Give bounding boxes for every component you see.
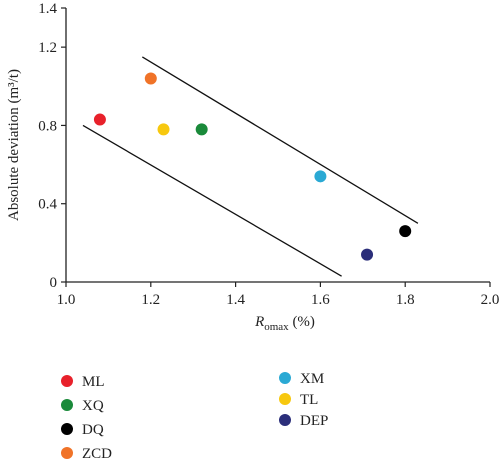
legend-label-xm: XM (300, 371, 324, 387)
legend-marker-zcd (61, 447, 73, 459)
y-tick-label: 0 (50, 275, 58, 291)
legend-marker-ml (61, 375, 73, 387)
upper-bound-line (141, 56, 419, 224)
legend-marker-xq (61, 399, 73, 411)
legend: ML XQ DQ ZCD XM TL DEP (61, 371, 328, 462)
x-tick-label: 1.2 (141, 292, 160, 308)
point-ml (93, 113, 106, 126)
legend-label-dq: DQ (82, 422, 104, 438)
legend-label-xq: XQ (82, 398, 104, 414)
y-tick-label: 1.2 (38, 40, 57, 56)
point-dq (399, 225, 412, 238)
point-tl (157, 123, 170, 136)
axes: 1.0 1.2 1.4 1.6 1.8 2.0 0 0.4 0.8 1.2 1.4 Absolute … (6, 1, 499, 333)
y-axis-title: Absolute deviation (m³/t) (6, 69, 22, 221)
point-zcd (144, 72, 157, 85)
x-tick-label: 1.0 (57, 292, 76, 308)
x-axis-title: Romax (%) (254, 314, 315, 333)
bound-lines (82, 56, 419, 277)
legend-label-dep: DEP (300, 413, 328, 429)
point-xm (314, 170, 327, 183)
x-tick-label: 1.6 (311, 292, 330, 308)
data-points (93, 72, 412, 261)
y-tick-label: 0.8 (38, 118, 57, 134)
legend-marker-dep (279, 414, 291, 426)
y-tick-label: 0.4 (38, 197, 57, 213)
x-tick-label: 1.4 (226, 292, 245, 308)
legend-marker-xm (279, 372, 291, 384)
point-xq (195, 123, 208, 136)
y-tick-label: 1.4 (38, 1, 57, 17)
x-tick-label: 1.8 (396, 292, 415, 308)
lower-bound-line (82, 124, 342, 277)
legend-label-tl: TL (300, 392, 318, 408)
legend-label-zcd: ZCD (82, 446, 112, 462)
legend-marker-tl (279, 393, 291, 405)
x-tick-label: 2.0 (481, 292, 500, 308)
legend-marker-dq (61, 423, 73, 435)
legend-label-ml: ML (82, 374, 105, 390)
point-dep (361, 248, 374, 261)
